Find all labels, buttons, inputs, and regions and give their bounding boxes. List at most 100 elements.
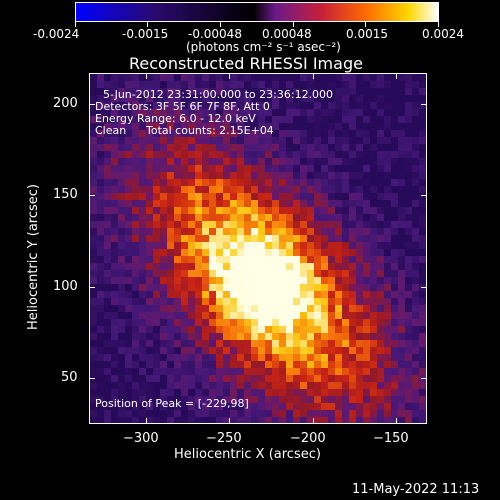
heatmap-cell [356,312,363,319]
heatmap-cell [153,354,160,361]
heatmap-cell [209,410,216,417]
heatmap-cell [153,298,160,305]
heatmap-cell [398,130,405,137]
heatmap-cell [188,340,195,347]
heatmap-cell [286,396,293,403]
heatmap-cell [181,403,188,410]
heatmap-cell [167,270,174,277]
heatmap-cell [125,305,132,312]
heatmap-cell [167,319,174,326]
heatmap-cell [125,165,132,172]
heatmap-cell [370,263,377,270]
heatmap-cell [391,235,398,242]
heatmap-cell [97,298,104,305]
heatmap-cell [230,200,237,207]
heatmap-cell [195,242,202,249]
heatmap-cell [342,368,349,375]
heatmap-cell [272,396,279,403]
heatmap-cell [384,368,391,375]
heatmap-cell [293,305,300,312]
heatmap-cell [356,214,363,221]
heatmap-cell [153,123,160,130]
heatmap-cell [377,81,384,88]
heatmap-cell [223,102,230,109]
heatmap-cell [139,130,146,137]
heatmap-cell [132,403,139,410]
timestamp: 11-May-2022 11:13 [352,482,480,497]
heatmap-cell [188,249,195,256]
heatmap-cell [202,256,209,263]
heatmap-cell [202,326,209,333]
heatmap-cell [97,410,104,417]
heatmap-cell [258,151,265,158]
heatmap-cell [90,298,97,305]
heatmap-cell [216,137,223,144]
heatmap-cell [265,144,272,151]
heatmap-cell [286,375,293,382]
heatmap-cell [391,130,398,137]
heatmap-cell [244,228,251,235]
heatmap-cell [118,102,125,109]
heatmap-cell [419,109,426,116]
heatmap-cell [111,95,118,102]
heatmap-cell [419,361,426,368]
heatmap-cell [335,382,342,389]
heatmap-cell [412,151,419,158]
heatmap-cell [195,116,202,123]
heatmap-cell [132,144,139,151]
heatmap-cell [300,235,307,242]
heatmap-cell [104,235,111,242]
heatmap-cell [174,396,181,403]
heatmap-cell [349,165,356,172]
heatmap-cell [377,228,384,235]
heatmap-cell [104,375,111,382]
heatmap-cell [328,165,335,172]
heatmap-cell [181,256,188,263]
heatmap-cell [244,81,251,88]
heatmap-cell [321,256,328,263]
heatmap-cell [244,88,251,95]
heatmap-cell [153,333,160,340]
heatmap-cell [153,249,160,256]
heatmap-cell [146,375,153,382]
heatmap-cell [377,396,384,403]
heatmap-cell [251,396,258,403]
heatmap-cell [293,368,300,375]
heatmap-cell [258,347,265,354]
y-tick [421,287,427,288]
heatmap-cell [328,270,335,277]
heatmap-cell [139,179,146,186]
heatmap-cell [230,333,237,340]
heatmap-cell [111,354,118,361]
heatmap-cell [188,88,195,95]
heatmap-cell [258,74,265,81]
heatmap-cell [90,116,97,123]
heatmap-cell [335,249,342,256]
heatmap-cell [251,340,258,347]
heatmap-cell [265,305,272,312]
heatmap-cell [153,256,160,263]
heatmap-cell [202,382,209,389]
heatmap-cell [146,389,153,396]
heatmap-cell [209,368,216,375]
heatmap-cell [272,228,279,235]
heatmap-cell [419,291,426,298]
heatmap-cell [307,277,314,284]
heatmap-cell [286,312,293,319]
heatmap-cell [216,410,223,417]
heatmap-cell [195,228,202,235]
heatmap-cell [356,242,363,249]
heatmap-cell [335,291,342,298]
heatmap-cell [251,263,258,270]
heatmap-cell [139,116,146,123]
heatmap-cell [349,333,356,340]
heatmap-cell [321,179,328,186]
heatmap-cell [97,221,104,228]
heatmap-cell [90,74,97,81]
heatmap-cell [111,291,118,298]
heatmap-cell [307,235,314,242]
heatmap-cell [104,116,111,123]
heatmap-cell [405,382,412,389]
heatmap-cell [209,116,216,123]
heatmap-cell [125,207,132,214]
